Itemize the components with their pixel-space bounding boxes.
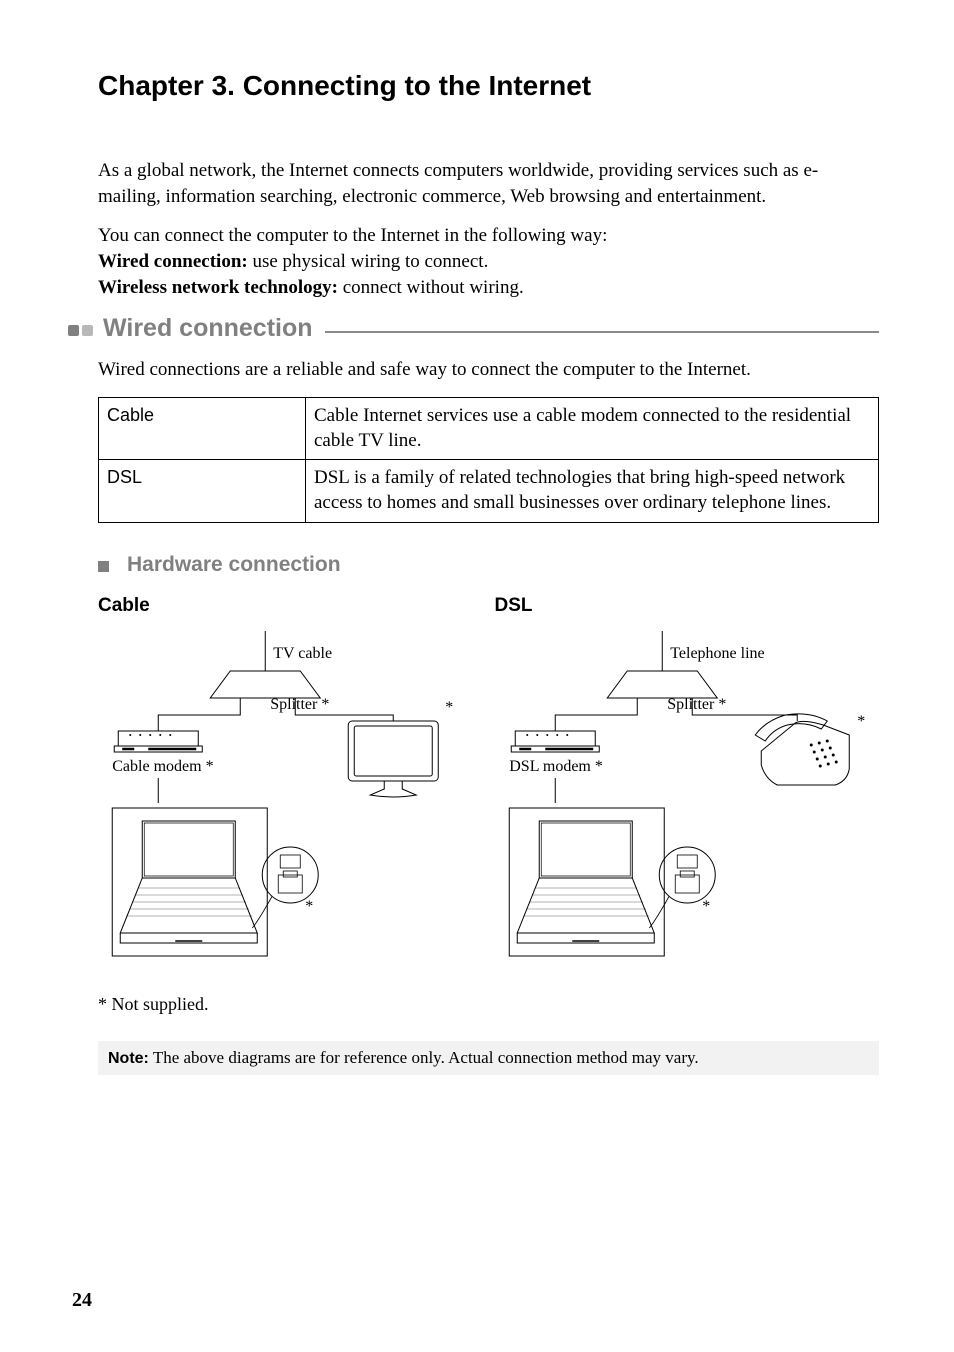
connection-types-table: Cable Cable Internet services use a cabl… (98, 397, 879, 523)
label-cable-modem: Cable modem * (112, 758, 213, 775)
cell-type: DSL (99, 460, 306, 522)
label-tv-cable: TV cable (273, 645, 332, 662)
section-rule-icon (325, 331, 879, 333)
label-phone-asterisk: * (857, 713, 865, 730)
cable-diagram-title: Cable (98, 595, 483, 617)
dsl-diagram: DSL Telephone line Splitter * (495, 595, 880, 988)
chapter-title: Chapter 3. Connecting to the Internet (98, 70, 879, 102)
label-rj45-asterisk-dsl: * (702, 898, 710, 915)
subsection-header: Hardware connection (98, 553, 879, 577)
label-tv-asterisk: * (445, 699, 453, 716)
label-dsl-modem: DSL modem * (509, 758, 603, 775)
label-splitter-dsl: Splitter * (667, 696, 726, 713)
intro-paragraph-1: As a global network, the Internet connec… (98, 158, 879, 209)
cable-diagram: Cable TV cable Splitter * (98, 595, 483, 988)
intro-paragraph-2: You can connect the computer to the Inte… (98, 223, 879, 300)
section-bullet-icon (68, 325, 93, 336)
wireless-label: Wireless network technology: (98, 277, 338, 298)
page-number: 24 (72, 1289, 92, 1312)
wired-label: Wired connection: (98, 251, 248, 272)
wireless-desc: connect without wiring. (338, 277, 524, 298)
sub-title: Hardware connection (127, 553, 341, 577)
cell-desc: DSL is a family of related technologies … (306, 460, 879, 522)
dsl-diagram-title: DSL (495, 595, 880, 617)
label-splitter: Splitter * (270, 696, 329, 713)
cell-desc: Cable Internet services use a cable mode… (306, 397, 879, 459)
wired-desc: use physical wiring to connect. (248, 251, 489, 272)
note-box: Note: The above diagrams are for referen… (98, 1041, 879, 1075)
diagrams-row: Cable TV cable Splitter * (98, 595, 879, 988)
cell-type: Cable (99, 397, 306, 459)
label-rj45-asterisk-cable: * (305, 898, 313, 915)
intro-line: You can connect the computer to the Inte… (98, 225, 607, 246)
section-title: Wired connection (103, 314, 313, 343)
note-label: Note: (108, 1050, 149, 1067)
label-telephone-line: Telephone line (670, 645, 764, 662)
sub-bullet-icon (98, 561, 109, 572)
footnote: * Not supplied. (98, 994, 879, 1015)
note-text: The above diagrams are for reference onl… (149, 1048, 699, 1067)
dsl-diagram-svg: Telephone line Splitter * DSL modem * (495, 623, 880, 983)
section-header: Wired connection (68, 314, 879, 343)
cable-diagram-svg: TV cable Splitter * Cable modem * (98, 623, 483, 983)
table-row: Cable Cable Internet services use a cabl… (99, 397, 879, 459)
section-intro: Wired connections are a reliable and saf… (98, 357, 879, 383)
table-row: DSL DSL is a family of related technolog… (99, 460, 879, 522)
